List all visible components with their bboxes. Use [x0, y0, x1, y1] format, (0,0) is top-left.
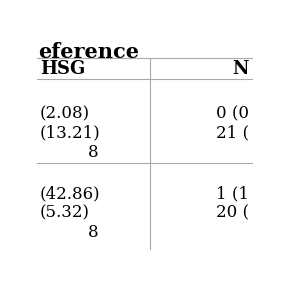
Text: 1 (1: 1 (1: [216, 185, 249, 202]
Text: (5.32): (5.32): [40, 205, 90, 222]
Text: 20 (: 20 (: [216, 205, 249, 222]
Text: N: N: [232, 60, 249, 78]
Text: HSG: HSG: [40, 60, 85, 78]
Text: 8: 8: [88, 144, 99, 161]
Text: 21 (: 21 (: [216, 124, 249, 142]
Text: (42.86): (42.86): [40, 185, 100, 202]
Text: (2.08): (2.08): [40, 105, 90, 122]
Text: 8: 8: [88, 224, 99, 241]
Text: eference: eference: [38, 42, 139, 62]
Text: (13.21): (13.21): [40, 124, 101, 142]
Text: 0 (0: 0 (0: [216, 105, 249, 122]
